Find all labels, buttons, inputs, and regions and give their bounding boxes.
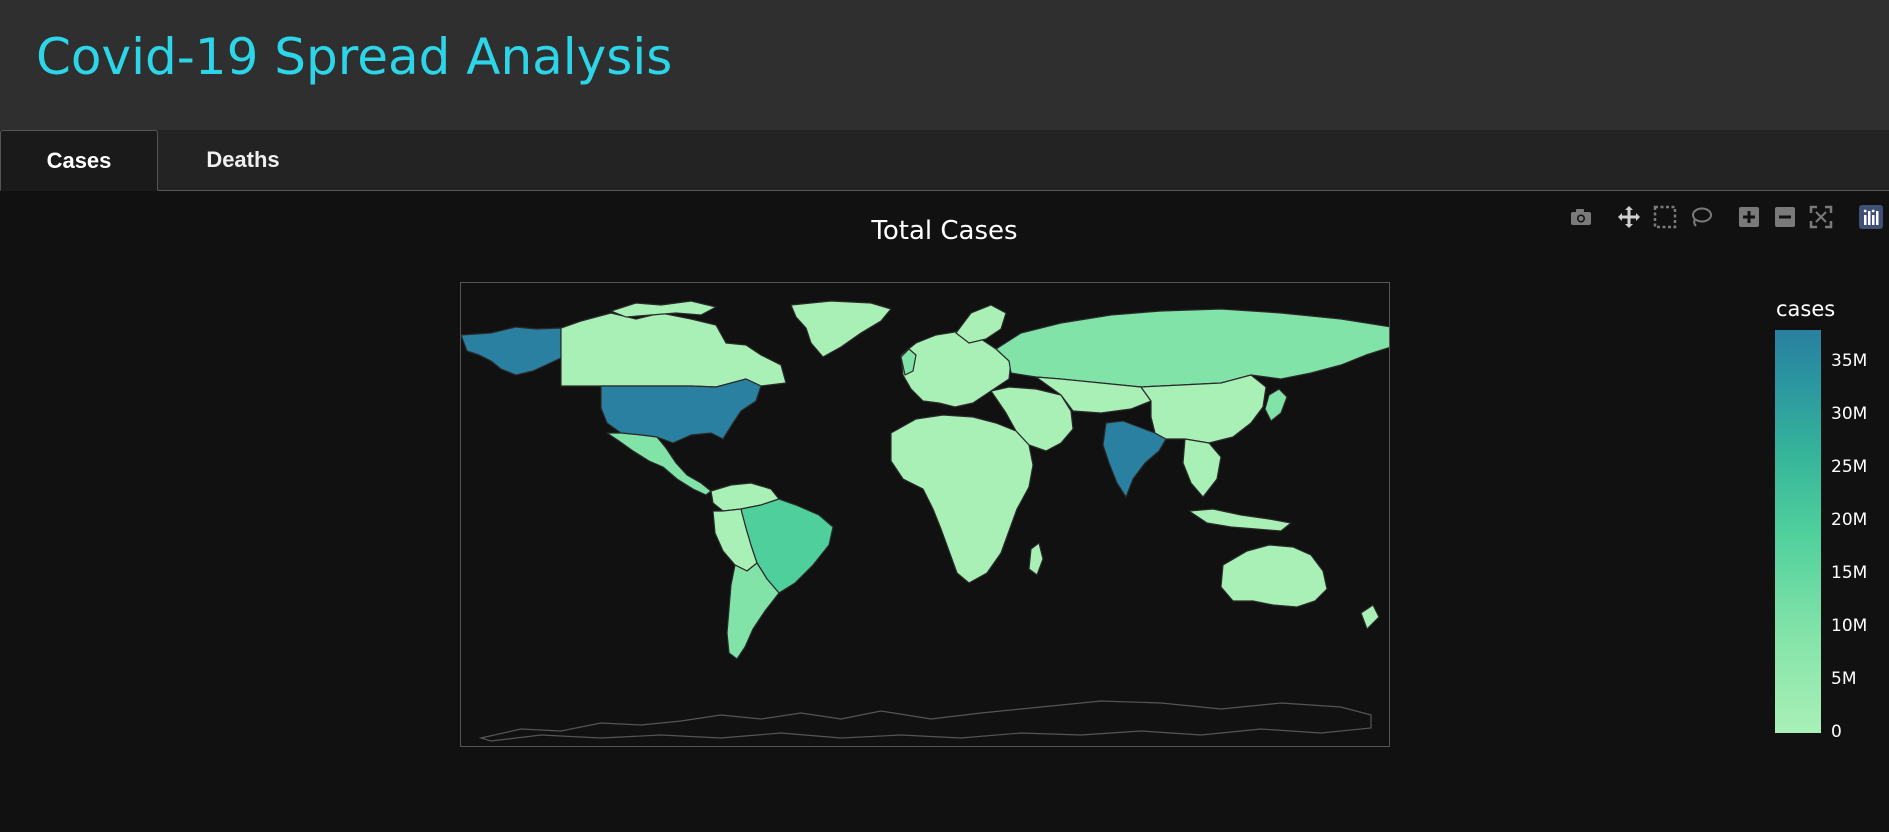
chart-title: Total Cases <box>0 216 1889 246</box>
region-brazil[interactable] <box>740 498 834 594</box>
reset-view-icon[interactable] <box>1808 204 1834 230</box>
colorbar-tick-label: 20M <box>1831 509 1868 530</box>
region-africa[interactable] <box>890 414 1034 584</box>
region-australia[interactable] <box>1220 544 1328 608</box>
app-header: Covid-19 Spread Analysis <box>0 0 1889 130</box>
pan-icon[interactable] <box>1616 204 1642 230</box>
world-map-svg <box>461 300 1390 742</box>
colorbar-tick-label: 15M <box>1831 562 1868 583</box>
colorbar-title: cases <box>1776 297 1836 321</box>
region-mexico[interactable] <box>606 432 712 496</box>
region-uk[interactable] <box>900 348 917 376</box>
colorbar-tick-label: 10M <box>1831 615 1868 636</box>
chart-title-text: Total Cases <box>871 216 1018 246</box>
plot-modebar <box>1568 204 1889 230</box>
colorbar-tick-label: 30M <box>1831 403 1868 424</box>
region-madagascar[interactable] <box>1028 542 1044 576</box>
region-southeast-asia[interactable] <box>1182 438 1222 498</box>
zoom-in-icon[interactable] <box>1736 204 1762 230</box>
camera-icon[interactable] <box>1568 204 1594 230</box>
tab-cases[interactable]: Cases <box>0 130 158 191</box>
region-east-asia-islands[interactable] <box>1264 388 1288 422</box>
colorbar-tick-label: 5M <box>1831 668 1857 689</box>
region-southern-cone[interactable] <box>726 562 780 660</box>
region-antarctica <box>478 700 1372 742</box>
region-russia[interactable] <box>995 308 1390 388</box>
region-greenland[interactable] <box>790 300 892 358</box>
region-china[interactable] <box>1140 374 1267 444</box>
region-scandinavia[interactable] <box>955 304 1007 344</box>
region-alaska[interactable] <box>461 326 562 376</box>
region-europe[interactable] <box>900 330 1012 408</box>
region-middle-east[interactable] <box>990 386 1074 452</box>
page-title: Covid-19 Spread Analysis <box>36 28 673 86</box>
region-arctic-islands <box>610 300 717 318</box>
zoom-out-icon[interactable] <box>1772 204 1798 230</box>
lasso-select-icon[interactable] <box>1688 204 1714 230</box>
world-map[interactable] <box>460 282 1390 747</box>
region-central-asia[interactable] <box>1035 376 1152 414</box>
region-india[interactable] <box>1102 420 1167 498</box>
region-new-zealand[interactable] <box>1360 604 1380 630</box>
colorbar <box>1775 330 1821 733</box>
tab-deaths[interactable]: Deaths <box>206 147 280 172</box>
tab-bar: Cases Deaths <box>0 130 1889 191</box>
colorbar-tick-label: 35M <box>1831 350 1868 371</box>
region-indonesia[interactable] <box>1188 508 1292 532</box>
colorbar-tick-label: 0 <box>1831 722 1842 742</box>
plotly-logo-icon[interactable] <box>1858 204 1884 230</box>
colorbar-tick-label: 25M <box>1831 456 1868 477</box>
box-select-icon[interactable] <box>1652 204 1678 230</box>
region-canada[interactable] <box>560 312 787 388</box>
